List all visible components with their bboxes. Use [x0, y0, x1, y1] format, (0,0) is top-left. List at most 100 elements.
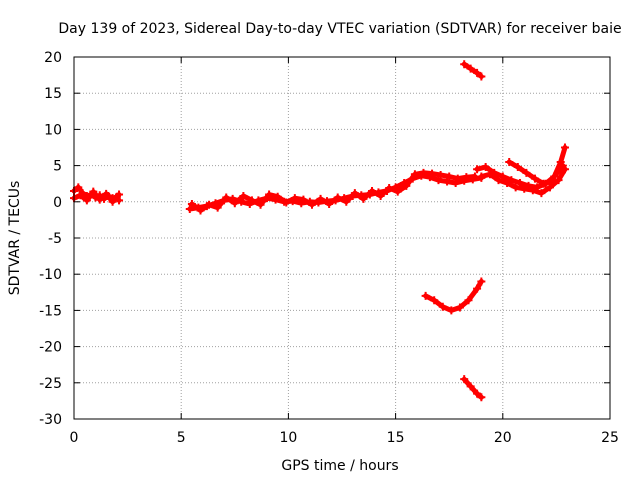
x-tick-label: 15: [387, 430, 405, 446]
data-point: [473, 389, 482, 398]
data-point: [447, 306, 456, 315]
series-trace: [189, 170, 478, 213]
data-point: [239, 192, 248, 201]
data-point: [473, 165, 482, 174]
data-point: [438, 302, 447, 311]
series-trace: [461, 376, 484, 400]
data-point: [460, 375, 469, 384]
y-tick-label: 5: [53, 159, 62, 175]
data-point: [76, 191, 85, 200]
data-point: [421, 291, 430, 300]
data-point: [333, 193, 342, 202]
series-late-arc-b: [477, 165, 569, 198]
data-point: [520, 184, 529, 193]
data-point: [453, 174, 462, 183]
data-point: [464, 296, 473, 305]
data-point: [477, 172, 486, 181]
y-tick-label: 15: [44, 86, 62, 102]
data-point: [466, 64, 475, 73]
data-point: [273, 192, 282, 201]
data-point: [511, 183, 520, 192]
data-point: [325, 199, 334, 208]
data-point: [473, 68, 482, 77]
data-point: [528, 186, 537, 195]
data-point: [481, 163, 490, 172]
data-point: [350, 189, 359, 198]
x-tick-label: 10: [279, 430, 297, 446]
data-point: [115, 190, 124, 199]
grid-lines: [74, 57, 610, 419]
data-point: [554, 176, 563, 185]
series-late-arc-c: [505, 143, 569, 188]
data-point: [548, 177, 557, 186]
chart-title: Day 139 of 2023, Sidereal Day-to-day VTE…: [58, 21, 621, 37]
data-point: [213, 203, 222, 212]
data-point: [359, 194, 368, 203]
data-point: [265, 190, 274, 199]
data-point: [503, 178, 512, 187]
data-point: [376, 192, 385, 201]
data-points: [70, 60, 569, 402]
data-point: [82, 196, 91, 205]
y-tick-label: -20: [39, 340, 62, 356]
x-tick-label: 25: [601, 430, 619, 446]
series-bottom-fragment: [460, 375, 486, 402]
x-tick-label: 20: [494, 430, 512, 446]
x-tick-label: 5: [177, 430, 186, 446]
data-point: [477, 277, 486, 286]
data-point: [89, 187, 98, 196]
data-point: [522, 168, 531, 177]
y-tick-label: -25: [39, 376, 62, 392]
data-point: [316, 194, 325, 203]
y-tick-label: 10: [44, 122, 62, 138]
data-point: [556, 157, 565, 166]
data-point: [307, 200, 316, 209]
data-point: [342, 197, 351, 206]
x-tick-label: 0: [70, 430, 79, 446]
y-axis-label: SDTVAR / TECUs: [7, 181, 23, 296]
data-point: [477, 393, 486, 402]
data-point: [102, 189, 111, 198]
data-point: [393, 187, 402, 196]
data-point: [537, 189, 546, 198]
data-point: [445, 172, 454, 181]
data-point: [187, 199, 196, 208]
data-point: [530, 174, 539, 183]
data-point: [222, 193, 231, 202]
data-point: [95, 195, 104, 204]
data-point: [230, 199, 239, 208]
series-dip-arc: [421, 277, 486, 315]
data-point: [385, 184, 394, 193]
data-point: [185, 205, 194, 214]
axis-ticks: 0 5 10 15 20 25 20 15 10 5 0 -5 -10 -15 -20 -25 -30: [39, 50, 619, 446]
data-point: [477, 72, 486, 81]
series-main-band-b: [187, 168, 479, 215]
series-trace: [461, 61, 484, 79]
data-point: [513, 163, 522, 172]
data-point: [455, 303, 464, 312]
y-tick-label: -10: [39, 267, 62, 283]
data-point: [368, 186, 377, 195]
data-point: [196, 206, 205, 215]
data-point: [436, 171, 445, 180]
data-point: [428, 169, 437, 178]
data-point: [505, 157, 514, 166]
x-axis-label: GPS time / hours: [281, 458, 398, 474]
data-point: [560, 165, 569, 174]
data-point: [419, 168, 428, 177]
data-point: [256, 200, 265, 209]
data-point: [494, 176, 503, 185]
data-point: [430, 296, 439, 305]
data-point: [282, 198, 291, 207]
data-point: [462, 173, 471, 182]
data-point: [74, 183, 83, 192]
data-point: [545, 183, 554, 192]
y-tick-label: 20: [44, 50, 62, 66]
data-point: [443, 177, 452, 186]
data-point: [290, 194, 299, 203]
data-point: [560, 143, 569, 152]
data-point: [108, 197, 117, 206]
data-point: [402, 181, 411, 190]
y-tick-label: -15: [39, 303, 62, 319]
